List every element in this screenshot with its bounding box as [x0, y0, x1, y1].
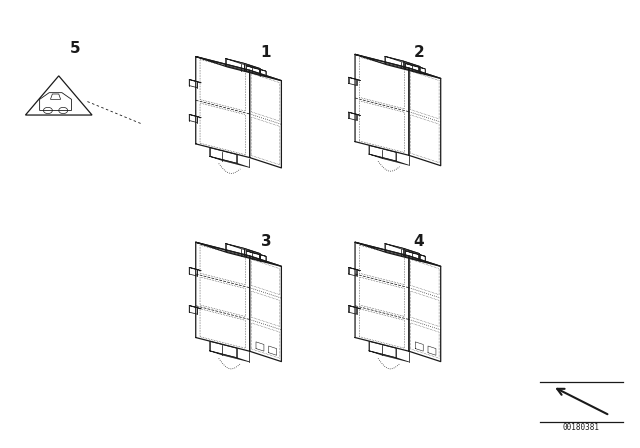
Text: 1: 1: [260, 45, 271, 60]
Text: 2: 2: [413, 45, 424, 60]
Text: 00180381: 00180381: [563, 423, 600, 432]
Text: 4: 4: [413, 234, 424, 249]
Text: 5: 5: [69, 41, 80, 56]
Text: 3: 3: [260, 234, 271, 249]
